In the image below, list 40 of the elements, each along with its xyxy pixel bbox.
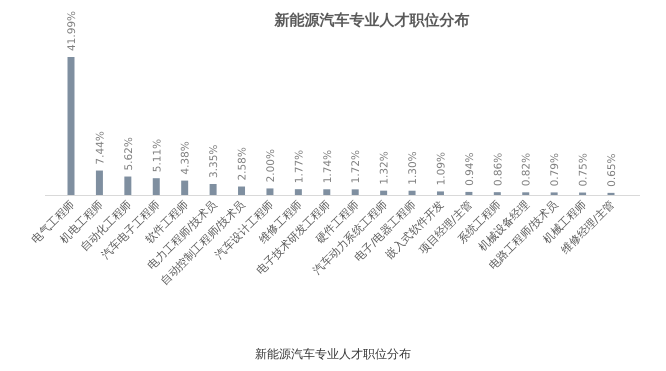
bar <box>68 57 74 195</box>
data-label: 0.86% <box>492 152 504 186</box>
bar <box>408 190 416 195</box>
data-label: 1.32% <box>378 151 391 185</box>
bar <box>181 180 188 195</box>
data-label: 1.09% <box>435 152 448 186</box>
bar <box>522 192 530 195</box>
data-label: 41.99% <box>66 10 78 51</box>
bar <box>124 176 132 195</box>
data-label: 2.58% <box>236 147 249 181</box>
data-label: 5.62% <box>122 137 135 171</box>
bar <box>266 188 274 195</box>
bar <box>210 184 217 195</box>
text: 新能源汽车专业人才职位分布 <box>255 347 411 361</box>
bar <box>436 191 444 195</box>
data-label: 2.00% <box>264 149 277 182</box>
bar <box>465 192 472 195</box>
bar <box>550 192 558 195</box>
bar <box>152 178 160 195</box>
data-label: 1.30% <box>407 151 420 185</box>
data-label: 0.79% <box>549 153 562 186</box>
bar <box>352 189 359 195</box>
data-label: 1.77% <box>293 150 306 184</box>
bar <box>380 190 388 195</box>
data-label: 7.44% <box>94 131 106 165</box>
data-label: 5.11% <box>151 138 164 172</box>
data-label: 1.72% <box>350 150 362 184</box>
data-label: 0.82% <box>520 152 533 186</box>
data-label: 0.75% <box>578 153 590 187</box>
chart-title: 新能源汽车专业人才职位分布 <box>274 11 470 29</box>
data-label: 4.38% <box>180 141 192 175</box>
bar <box>494 192 501 195</box>
bar <box>323 189 330 195</box>
bar <box>238 186 246 195</box>
data-label: 0.65% <box>606 153 618 187</box>
bar <box>96 170 103 195</box>
data-label: 1.74% <box>322 150 334 184</box>
data-label: 0.94% <box>464 152 476 186</box>
data-label: 3.35% <box>208 144 220 178</box>
bar <box>294 189 302 195</box>
